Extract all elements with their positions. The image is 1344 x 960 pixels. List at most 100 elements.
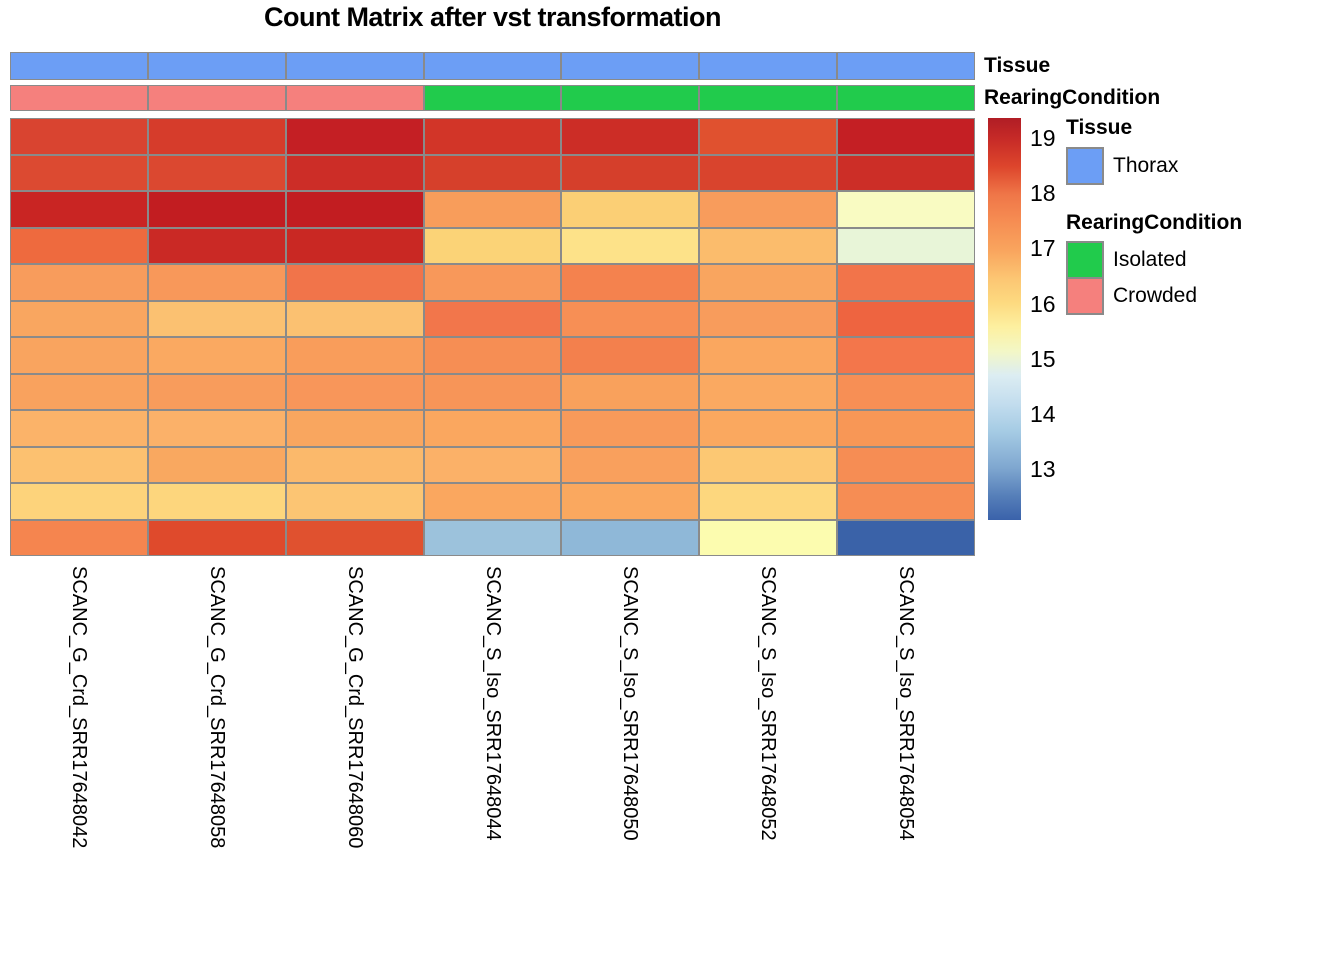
tissue-annotation-cell bbox=[561, 52, 700, 80]
heatmap-cell bbox=[423, 337, 562, 374]
colorbar-tick-label: 19 bbox=[1030, 124, 1056, 151]
heatmap-cell bbox=[837, 410, 975, 447]
heatmap-cell bbox=[699, 300, 838, 337]
tissue-annotation-cell bbox=[10, 52, 148, 80]
heatmap-cell bbox=[285, 300, 424, 337]
heatmap-cell bbox=[699, 373, 838, 410]
heatmap-cell bbox=[10, 373, 148, 410]
heatmap-cell bbox=[561, 446, 700, 483]
heatmap-cell bbox=[699, 410, 838, 447]
heatmap-cell bbox=[285, 118, 424, 155]
heatmap-cell bbox=[285, 337, 424, 374]
rearing-condition-annotation-cell bbox=[147, 85, 286, 111]
heatmap-cell bbox=[423, 483, 562, 520]
heatmap-cell bbox=[837, 300, 975, 337]
heatmap-cell bbox=[10, 446, 148, 483]
heatmap-cell bbox=[423, 191, 562, 228]
heatmap-cell bbox=[147, 373, 286, 410]
heatmap-cell bbox=[423, 264, 562, 301]
heatmap-cell bbox=[10, 519, 148, 556]
column-label: SCANC_G_Crd_SRR17648058 bbox=[205, 566, 228, 849]
heatmap-cell bbox=[10, 337, 148, 374]
heatmap-cell bbox=[147, 410, 286, 447]
legend-tissue-items: Thorax bbox=[1066, 147, 1178, 185]
heatmap-cell bbox=[561, 410, 700, 447]
legend-rearing-condition-items: Isolated Crowded bbox=[1066, 241, 1197, 315]
tissue-annotation-cell bbox=[837, 52, 975, 80]
heatmap-cell bbox=[837, 337, 975, 374]
heatmap-cell bbox=[699, 118, 838, 155]
tissue-annotation-cell bbox=[147, 52, 286, 80]
tissue-annotation-cell bbox=[285, 52, 424, 80]
colorbar-tick-label: 13 bbox=[1030, 456, 1056, 483]
legend-label: Crowded bbox=[1113, 284, 1198, 307]
column-label: SCANC_S_Iso_SRR17648050 bbox=[619, 566, 642, 841]
heatmap-cell bbox=[147, 264, 286, 301]
heatmap-cell bbox=[147, 227, 286, 264]
heatmap-cell bbox=[837, 191, 975, 228]
tissue-annotation-cell bbox=[699, 52, 838, 80]
heatmap-cell bbox=[423, 446, 562, 483]
heatmap-cell bbox=[10, 227, 148, 264]
heatmap-cell bbox=[699, 264, 838, 301]
heatmap-cell bbox=[423, 118, 562, 155]
colorbar-tick-label: 16 bbox=[1030, 290, 1056, 317]
colorbar-tick-label: 15 bbox=[1030, 345, 1056, 372]
rearing-condition-bar-label: RearingCondition bbox=[984, 86, 1161, 109]
heatmap-cell bbox=[285, 446, 424, 483]
heatmap-cell bbox=[561, 300, 700, 337]
heatmap-cell bbox=[561, 191, 700, 228]
heatmap-cell bbox=[561, 373, 700, 410]
colorbar bbox=[988, 118, 1021, 520]
heatmap-cell bbox=[147, 337, 286, 374]
rearing-condition-annotation-cell bbox=[561, 85, 700, 111]
heatmap-matrix bbox=[10, 118, 975, 556]
heatmap-cell bbox=[147, 118, 286, 155]
heatmap-cell bbox=[561, 118, 700, 155]
heatmap-cell bbox=[699, 483, 838, 520]
heatmap-cell bbox=[10, 300, 148, 337]
rearing-condition-annotation-cell bbox=[10, 85, 148, 111]
heatmap-cell bbox=[837, 154, 975, 191]
heatmap-cell bbox=[423, 373, 562, 410]
heatmap-cell bbox=[147, 154, 286, 191]
heatmap-cell bbox=[837, 118, 975, 155]
legend-swatch-thorax bbox=[1066, 147, 1104, 185]
legend-tissue-heading: Tissue bbox=[1066, 116, 1133, 139]
heatmap-cell bbox=[285, 410, 424, 447]
legend-swatch-isolated bbox=[1066, 241, 1104, 279]
heatmap-cell bbox=[699, 337, 838, 374]
heatmap-cell bbox=[285, 519, 424, 556]
heatmap-cell bbox=[285, 264, 424, 301]
rearing-condition-annotation-cell bbox=[285, 85, 424, 111]
heatmap-cell bbox=[837, 483, 975, 520]
heatmap-cell bbox=[561, 483, 700, 520]
legend-swatch-crowded bbox=[1066, 277, 1104, 315]
chart-title: Count Matrix after vst transformation bbox=[263, 2, 722, 32]
heatmap-cell bbox=[147, 446, 286, 483]
legend-label: Thorax bbox=[1113, 154, 1179, 177]
column-label: SCANC_G_Crd_SRR17648042 bbox=[67, 566, 90, 849]
heatmap-cell bbox=[699, 446, 838, 483]
heatmap-cell bbox=[423, 410, 562, 447]
heatmap-cell bbox=[10, 154, 148, 191]
colorbar-tick-label: 18 bbox=[1030, 180, 1056, 207]
heatmap-cell bbox=[699, 519, 838, 556]
heatmap-cell bbox=[423, 519, 562, 556]
heatmap-cell bbox=[699, 154, 838, 191]
heatmap-cell bbox=[837, 519, 975, 556]
heatmap-cell bbox=[147, 519, 286, 556]
rearing-condition-annotation-cell bbox=[837, 85, 975, 111]
legend-label: Isolated bbox=[1113, 248, 1187, 271]
heatmap-cell bbox=[837, 373, 975, 410]
heatmap-cell bbox=[147, 300, 286, 337]
heatmap-cell bbox=[699, 227, 838, 264]
rearing-condition-annotation-cell bbox=[699, 85, 838, 111]
legend-item-crowded: Crowded bbox=[1066, 277, 1197, 315]
column-label: SCANC_S_Iso_SRR17648054 bbox=[895, 566, 918, 841]
heatmap-cell bbox=[147, 191, 286, 228]
colorbar-tick-label: 14 bbox=[1030, 400, 1056, 427]
heatmap-cell bbox=[10, 118, 148, 155]
heatmap-cell bbox=[10, 483, 148, 520]
